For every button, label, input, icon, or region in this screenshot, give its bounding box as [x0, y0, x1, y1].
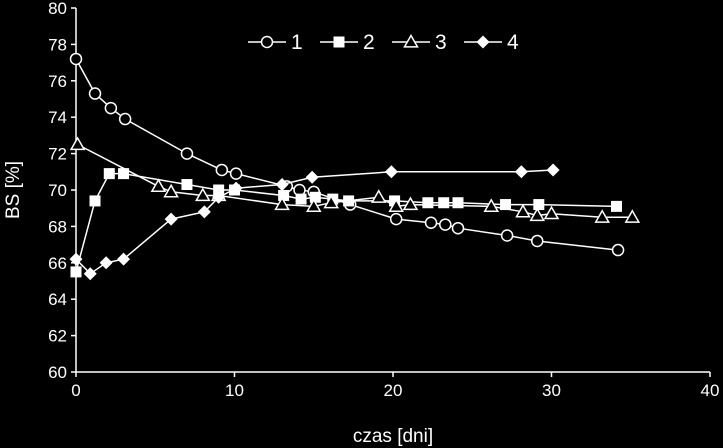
data-point-4	[514, 165, 528, 179]
data-point-4	[69, 252, 83, 266]
y-tick-label: 70	[48, 181, 67, 200]
series-layer	[69, 52, 641, 281]
data-point-1	[424, 216, 438, 230]
data-point-1	[215, 163, 229, 177]
data-point-3	[150, 178, 167, 192]
y-tick-label: 62	[48, 327, 67, 346]
data-point-4	[546, 163, 560, 177]
data-point-2	[70, 266, 82, 278]
x-tick-label: 0	[71, 381, 80, 400]
legend-marker	[476, 35, 490, 49]
data-point-3	[195, 187, 211, 202]
data-point-4	[305, 170, 319, 184]
y-tick-label: 80	[48, 0, 67, 18]
data-point-1	[451, 221, 465, 235]
data-point-3	[274, 196, 290, 211]
data-point-4	[83, 267, 97, 281]
x-tick-label: 40	[701, 381, 720, 400]
data-point-3	[624, 209, 641, 223]
x-axis-label: czas [dni]	[353, 426, 433, 447]
legend-label: 2	[363, 31, 375, 54]
data-point-3	[543, 205, 560, 220]
legend-label: 3	[435, 31, 447, 54]
data-point-2	[452, 197, 464, 209]
legend-marker	[260, 35, 274, 49]
data-point-2	[389, 195, 401, 207]
axes: 60 62 64 66 68 70 72 74 76 78 80 0 10 20 30 40	[48, 0, 719, 400]
data-point-1	[180, 147, 194, 160]
data-point-3	[529, 207, 546, 222]
x-tick-label: 30	[542, 381, 561, 400]
x-tick-label: 20	[384, 381, 403, 400]
data-point-2	[500, 199, 512, 211]
data-point-2	[438, 197, 450, 209]
data-point-1	[611, 243, 625, 257]
data-point-2	[118, 168, 130, 180]
data-point-2	[422, 197, 434, 209]
y-tick-label: 72	[48, 145, 67, 164]
data-point-3	[402, 196, 419, 211]
data-point-1	[439, 218, 452, 231]
data-point-3	[305, 198, 322, 213]
y-tick-label: 74	[48, 108, 67, 127]
y-axis-label: BS [%]	[3, 161, 24, 219]
data-point-3	[594, 209, 611, 223]
data-point-2	[103, 168, 115, 180]
data-point-1	[88, 87, 102, 100]
y-tick-label: 68	[48, 217, 67, 236]
legend-label: 4	[507, 31, 519, 54]
data-point-4	[384, 165, 398, 179]
data-point-3	[163, 183, 179, 198]
legend-entry-3: 3	[392, 31, 447, 54]
data-point-1	[118, 112, 132, 126]
data-point-3	[515, 203, 531, 218]
data-point-1	[69, 52, 83, 66]
data-point-4	[275, 178, 289, 192]
data-point-1	[530, 234, 544, 248]
y-tick-label: 76	[48, 72, 67, 91]
data-point-3	[388, 198, 404, 213]
legend-entry-1: 1	[248, 31, 303, 54]
data-point-2	[295, 193, 307, 205]
data-point-2	[89, 195, 101, 207]
data-point-3	[370, 189, 387, 203]
data-point-2	[181, 179, 193, 191]
series-4	[69, 163, 560, 281]
data-point-1	[104, 101, 118, 115]
data-point-3	[323, 194, 339, 209]
y-tick-label: 60	[48, 363, 67, 382]
series-3	[69, 136, 641, 223]
data-point-4	[197, 205, 211, 219]
data-point-1	[500, 229, 514, 242]
legend: 1 2 3 4	[248, 31, 519, 54]
data-point-2	[278, 189, 290, 201]
data-point-4	[212, 190, 226, 204]
data-point-1	[389, 212, 403, 226]
data-point-4	[117, 252, 131, 266]
x-tick-label: 10	[225, 381, 244, 400]
legend-entry-2: 2	[320, 31, 375, 54]
legend-entry-4: 4	[464, 31, 519, 54]
data-point-2	[610, 200, 622, 212]
data-point-4	[99, 256, 113, 270]
y-tick-label: 64	[48, 290, 67, 309]
data-point-3	[69, 136, 86, 151]
y-tick-label: 78	[48, 35, 67, 54]
legend-marker	[403, 33, 419, 48]
data-point-2	[309, 191, 321, 203]
legend-marker	[333, 36, 345, 48]
data-point-3	[483, 198, 500, 213]
y-tick-label: 66	[48, 254, 67, 273]
data-point-2	[533, 199, 545, 211]
data-point-1	[229, 167, 243, 180]
data-point-4	[164, 212, 178, 226]
legend-label: 1	[291, 31, 303, 54]
data-point-4	[229, 181, 243, 195]
